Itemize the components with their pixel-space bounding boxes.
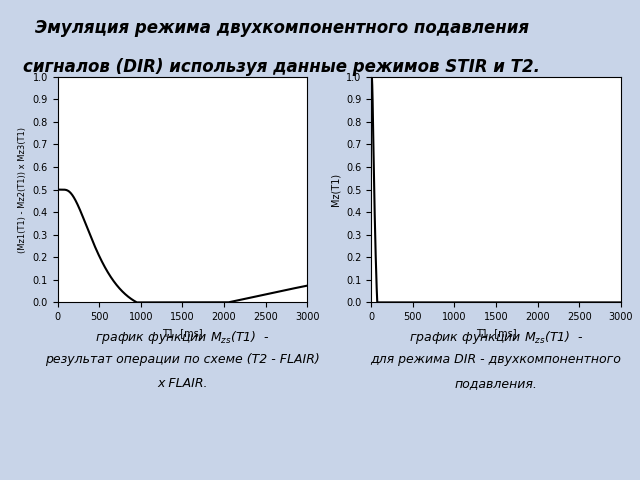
Y-axis label: (Mz1(T1) - Mz2(T1)) x Mz3(T1): (Mz1(T1) - Mz2(T1)) x Mz3(T1): [18, 127, 27, 252]
X-axis label: T1  [ms]: T1 [ms]: [476, 328, 516, 337]
Text: x FLAIR.: x FLAIR.: [157, 377, 207, 390]
Text: сигналов (DIR) используя данные режимов STIR и T2.: сигналов (DIR) используя данные режимов …: [23, 58, 540, 76]
X-axis label: T1  [ms]: T1 [ms]: [162, 328, 203, 337]
Text: результат операции по схеме (T2 - FLAIR): результат операции по схеме (T2 - FLAIR): [45, 353, 320, 366]
Text: для режима DIR - двухкомпонентного: для режима DIR - двухкомпонентного: [371, 353, 621, 366]
Text: график функции $M_{zs}$(T1)  -: график функции $M_{zs}$(T1) -: [409, 329, 583, 346]
Text: Эмуляция режима двухкомпонентного подавления: Эмуляция режима двухкомпонентного подавл…: [35, 19, 529, 37]
Y-axis label: Mz(T1): Mz(T1): [330, 173, 340, 206]
Text: график функции $M_{zs}$(T1)  -: график функции $M_{zs}$(T1) -: [95, 329, 269, 346]
Text: подавления.: подавления.: [454, 377, 538, 390]
